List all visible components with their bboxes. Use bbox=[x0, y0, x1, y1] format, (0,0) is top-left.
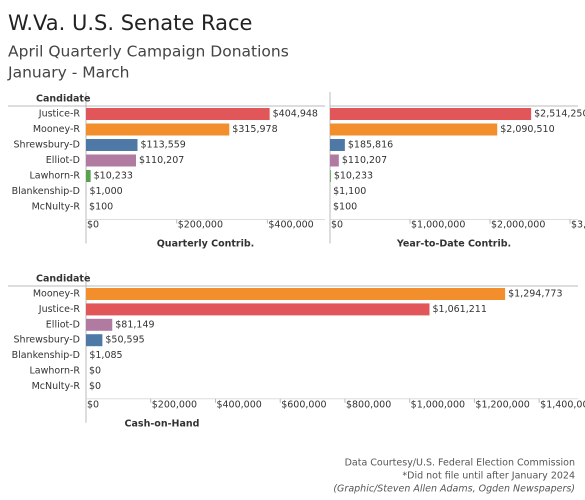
category-label: McNulty-R bbox=[32, 381, 81, 392]
x-axis-title: Year-to-Date Contrib. bbox=[396, 239, 511, 250]
category-label: Blankenship-D bbox=[12, 350, 80, 361]
bar bbox=[86, 108, 270, 120]
category-label: Justice-R bbox=[38, 304, 81, 315]
x-tick-label: $0 bbox=[87, 400, 99, 411]
category-label: Elliot-D bbox=[46, 155, 80, 166]
x-tick-label: $400,000 bbox=[268, 220, 313, 231]
bar bbox=[330, 139, 345, 151]
category-label: Shrewsbury-D bbox=[14, 140, 80, 151]
value-label: $50,595 bbox=[105, 335, 144, 346]
x-tick-label: $200,000 bbox=[152, 400, 197, 411]
value-label: $100 bbox=[333, 202, 357, 213]
value-label: $1,000 bbox=[89, 186, 122, 197]
category-label: Lawhorn-R bbox=[29, 171, 80, 182]
x-axis-title: Quarterly Contrib. bbox=[157, 239, 255, 250]
x-tick-label: $0 bbox=[331, 220, 343, 231]
bar bbox=[330, 154, 339, 167]
x-tick-label: $200,000 bbox=[178, 220, 223, 231]
category-header: Candidate bbox=[36, 94, 90, 105]
x-tick-label: $0 bbox=[87, 220, 99, 231]
value-label: $110,207 bbox=[342, 155, 387, 166]
category-label: Mooney-R bbox=[33, 289, 81, 300]
value-label: $2,514,250 bbox=[534, 109, 585, 120]
value-label: $0 bbox=[89, 366, 101, 377]
value-label: $404,948 bbox=[273, 109, 318, 120]
value-label: $315,978 bbox=[232, 124, 277, 135]
bar bbox=[86, 334, 103, 347]
category-header: Candidate bbox=[36, 274, 90, 285]
x-tick-label: $400,000 bbox=[216, 400, 261, 411]
value-label: $10,233 bbox=[94, 171, 133, 182]
category-label: McNulty-R bbox=[32, 202, 81, 213]
value-label: $113,559 bbox=[141, 140, 186, 151]
value-label: $1,100 bbox=[333, 186, 366, 197]
bar bbox=[86, 170, 91, 182]
value-label: $100 bbox=[89, 202, 113, 213]
bar bbox=[330, 170, 331, 182]
value-label: $1,294,773 bbox=[508, 289, 562, 300]
value-label: $10,233 bbox=[334, 171, 373, 182]
category-label: Shrewsbury-D bbox=[14, 335, 80, 346]
x-axis-title: Cash-on-Hand bbox=[125, 419, 200, 430]
credit: (Graphic/Steven Allen Adams, Ogden Newsp… bbox=[333, 484, 575, 495]
value-label: $110,207 bbox=[139, 155, 184, 166]
x-tick-label: $1,400,000 bbox=[540, 400, 585, 411]
bar bbox=[330, 108, 532, 120]
bar bbox=[86, 288, 506, 300]
bar bbox=[86, 154, 136, 167]
value-label: $2,090,510 bbox=[500, 124, 554, 135]
value-label: $0 bbox=[89, 381, 101, 392]
value-label: $81,149 bbox=[115, 319, 154, 330]
bar bbox=[86, 318, 113, 331]
x-tick-label: $600,000 bbox=[281, 400, 326, 411]
bar bbox=[86, 139, 138, 151]
bar bbox=[330, 123, 498, 136]
category-label: Justice-R bbox=[38, 109, 81, 120]
subtitle: April Quarterly Campaign Donations bbox=[8, 43, 289, 61]
x-tick-label: $3,000,000 bbox=[571, 220, 585, 231]
x-tick-label: $1,000,000 bbox=[411, 400, 465, 411]
title: W.Va. U.S. Senate Race bbox=[8, 11, 252, 35]
category-label: Lawhorn-R bbox=[29, 366, 80, 377]
value-label: $1,085 bbox=[89, 350, 122, 361]
category-label: Mooney-R bbox=[33, 124, 81, 135]
bar bbox=[86, 123, 230, 136]
category-label: Blankenship-D bbox=[12, 186, 80, 197]
x-tick-label: $2,000,000 bbox=[491, 220, 545, 231]
x-tick-label: $1,000,000 bbox=[411, 220, 465, 231]
x-tick-label: $800,000 bbox=[346, 400, 391, 411]
category-label: Elliot-D bbox=[46, 319, 80, 330]
x-tick-label: $1,200,000 bbox=[475, 400, 529, 411]
bar bbox=[86, 303, 430, 316]
note: *Did not file until after January 2024 bbox=[402, 471, 575, 482]
period: January - March bbox=[7, 64, 129, 82]
value-label: $1,061,211 bbox=[432, 304, 486, 315]
source: Data Courtesy/U.S. Federal Election Comm… bbox=[345, 458, 575, 469]
value-label: $185,816 bbox=[348, 140, 393, 151]
